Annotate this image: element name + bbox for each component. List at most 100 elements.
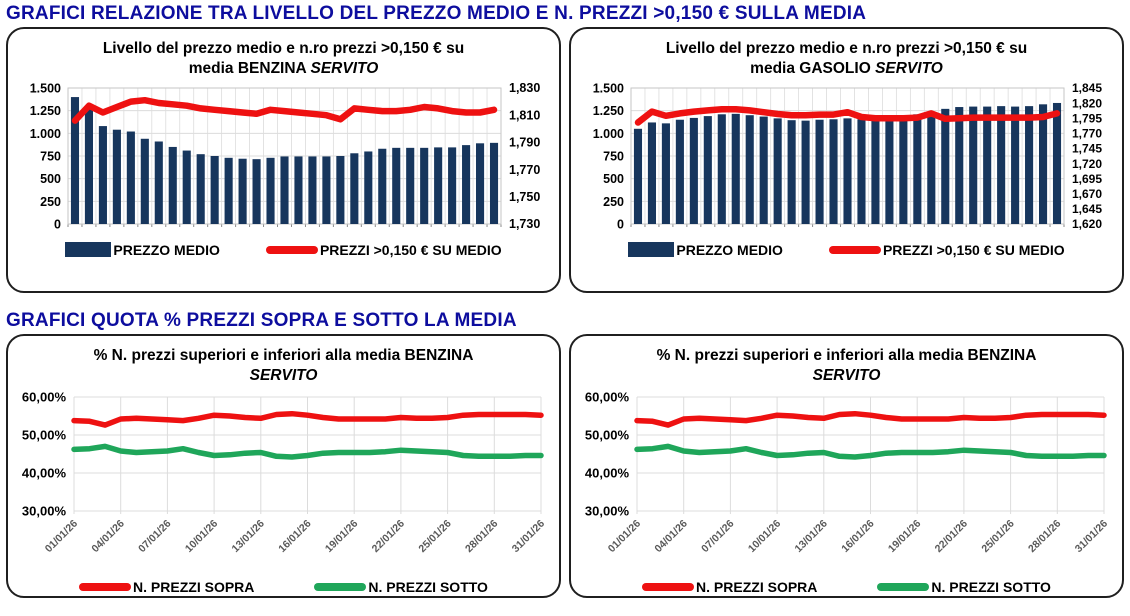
svg-text:1.250: 1.250 xyxy=(593,104,624,118)
svg-text:16/01/26: 16/01/26 xyxy=(276,517,313,554)
top-charts-row: Livello del prezzo medio e n.ro prezzi >… xyxy=(0,27,1130,293)
svg-text:13/01/26: 13/01/26 xyxy=(230,517,267,554)
prezzi-sotto-swatch xyxy=(314,582,367,591)
legend-label: PREZZI >0,150 € SU MEDIO xyxy=(882,241,1065,258)
chart-title-italic: SERVITO xyxy=(249,367,318,385)
svg-text:750: 750 xyxy=(603,149,624,163)
chart-title-line1: Livello del prezzo medio e n.ro prezzi >… xyxy=(102,40,465,57)
svg-text:1,770: 1,770 xyxy=(509,163,540,177)
legend-gasolio-level: PREZZO MEDIO PREZZI >0,150 € SU MEDIO xyxy=(573,238,1120,264)
benzina-servito-level-chart: 1.500 1.250 1.000 750 500 250 0 1,830 1,810 1,790… xyxy=(30,81,541,231)
svg-text:50,00%: 50,00% xyxy=(22,427,67,442)
chart-title-line1: % N. prezzi superiori e inferiori alla m… xyxy=(656,347,1037,364)
svg-text:250: 250 xyxy=(40,195,61,209)
svg-text:60,00%: 60,00% xyxy=(585,389,630,404)
legend-label: N. PREZZI SOPRA xyxy=(133,578,255,595)
svg-text:1.000: 1.000 xyxy=(30,127,61,141)
svg-text:1.500: 1.500 xyxy=(30,81,61,95)
prezzo-medio-swatch xyxy=(65,242,112,258)
svg-text:0: 0 xyxy=(617,217,624,231)
prezzi-sotto-swatch xyxy=(877,582,930,591)
svg-text:40,00%: 40,00% xyxy=(585,465,630,480)
svg-text:13/01/26: 13/01/26 xyxy=(793,517,830,554)
legend-item-prezzi-sotto: N. PREZZI SOTTO xyxy=(314,579,488,595)
quota-left-chart: 01/01/26 04/01/26 07/01/26 10/01/26 13/01/26… xyxy=(22,389,547,555)
svg-text:19/01/26: 19/01/26 xyxy=(886,517,923,554)
svg-text:1,695: 1,695 xyxy=(1072,172,1102,186)
svg-text:1.000: 1.000 xyxy=(593,127,624,141)
svg-text:10/01/26: 10/01/26 xyxy=(183,517,220,554)
prezzi-sopra-swatch xyxy=(79,582,132,591)
svg-text:40,00%: 40,00% xyxy=(22,465,67,480)
svg-text:01/01/26: 01/01/26 xyxy=(606,517,643,554)
svg-text:28/01/26: 28/01/26 xyxy=(1026,517,1063,554)
chart-title-line2: media GASOLIO xyxy=(750,60,876,78)
gasolio-servito-level-chart: 1.500 1.250 1.000 750 500 250 0 1,8451,8201,795… xyxy=(593,81,1103,231)
svg-text:07/01/26: 07/01/26 xyxy=(699,517,736,554)
svg-text:1,790: 1,790 xyxy=(509,136,540,150)
svg-text:04/01/26: 04/01/26 xyxy=(652,517,689,554)
svg-text:1,620: 1,620 xyxy=(1072,217,1102,231)
svg-text:31/01/26: 31/01/26 xyxy=(510,517,547,554)
legend-label: PREZZI >0,150 € SU MEDIO xyxy=(319,241,502,258)
svg-text:1,770: 1,770 xyxy=(1072,126,1102,140)
legend-benzina-level: PREZZO MEDIO PREZZI >0,150 € SU MEDIO xyxy=(10,238,557,264)
svg-text:01/01/26: 01/01/26 xyxy=(43,517,80,554)
svg-text:1,830: 1,830 xyxy=(509,81,540,95)
svg-text:1,750: 1,750 xyxy=(509,190,540,204)
svg-text:31/01/26: 31/01/26 xyxy=(1073,517,1110,554)
prezzi-su-medio-swatch xyxy=(828,245,881,254)
quota-right-chart: 01/01/26 04/01/26 07/01/26 10/01/26 13/01/26… xyxy=(585,389,1110,555)
svg-text:19/01/26: 19/01/26 xyxy=(323,517,360,554)
panel-benzina-servito-quota-left: % N. prezzi superiori e inferiori alla m… xyxy=(6,334,561,598)
svg-text:04/01/26: 04/01/26 xyxy=(89,517,126,554)
svg-text:28/01/26: 28/01/26 xyxy=(463,517,500,554)
section-heading-quota: GRAFICI QUOTA % PREZZI SOPRA E SOTTO LA … xyxy=(6,310,517,331)
legend-item-prezzi-sopra: N. PREZZI SOPRA xyxy=(79,579,254,595)
chart-title-line2: media BENZINA xyxy=(188,60,311,78)
svg-text:1.250: 1.250 xyxy=(30,104,61,118)
panel-benzina-servito-quota-right: % N. prezzi superiori e inferiori alla m… xyxy=(569,334,1124,598)
svg-text:1,720: 1,720 xyxy=(1072,157,1102,171)
legend-item-prezzi-sotto: N. PREZZI SOTTO xyxy=(877,579,1051,595)
legend-item-prezzi-su-medio: PREZZI >0,150 € SU MEDIO xyxy=(265,241,502,258)
svg-text:07/01/26: 07/01/26 xyxy=(136,517,173,554)
svg-text:50,00%: 50,00% xyxy=(585,427,630,442)
chart-title-italic: SERVITO xyxy=(875,60,943,78)
legend-label: PREZZO MEDIO xyxy=(113,241,220,258)
legend-item-prezzi-sopra: N. PREZZI SOPRA xyxy=(642,579,817,595)
legend-label: N. PREZZI SOTTO xyxy=(368,578,488,595)
legend-item-prezzo-medio: PREZZO MEDIO xyxy=(65,242,220,258)
svg-text:1,645: 1,645 xyxy=(1072,202,1102,216)
chart-title-quota-right: % N. prezzi superiori e inferiori alla m… xyxy=(573,342,1120,387)
svg-text:22/01/26: 22/01/26 xyxy=(370,517,407,554)
prezzi-sopra-swatch xyxy=(642,582,695,591)
svg-text:0: 0 xyxy=(54,217,61,231)
svg-text:250: 250 xyxy=(603,195,624,209)
legend-label: N. PREZZI SOTTO xyxy=(931,578,1051,595)
prezzi-su-medio-swatch xyxy=(265,245,318,254)
svg-text:22/01/26: 22/01/26 xyxy=(933,517,970,554)
svg-text:1,810: 1,810 xyxy=(509,108,540,122)
svg-text:60,00%: 60,00% xyxy=(22,389,67,404)
svg-text:500: 500 xyxy=(603,172,624,186)
panel-gasolio-servito-level: Livello del prezzo medio e n.ro prezzi >… xyxy=(569,27,1124,293)
section-heading-relazione: GRAFICI RELAZIONE TRA LIVELLO DEL PREZZO… xyxy=(6,3,867,24)
panel-benzina-servito-level: Livello del prezzo medio e n.ro prezzi >… xyxy=(6,27,561,293)
svg-text:30,00%: 30,00% xyxy=(22,503,67,518)
legend-quota-left: N. PREZZI SOPRA N. PREZZI SOTTO xyxy=(10,575,557,596)
svg-text:500: 500 xyxy=(40,172,61,186)
svg-text:1,670: 1,670 xyxy=(1072,187,1102,201)
svg-text:25/01/26: 25/01/26 xyxy=(979,517,1016,554)
chart-title-gasolio-level: Livello del prezzo medio e n.ro prezzi >… xyxy=(573,35,1120,80)
svg-text:1,820: 1,820 xyxy=(1072,96,1102,110)
legend-item-prezzo-medio: PREZZO MEDIO xyxy=(628,242,783,258)
svg-text:25/01/26: 25/01/26 xyxy=(416,517,453,554)
legend-quota-right: N. PREZZI SOPRA N. PREZZI SOTTO xyxy=(573,575,1120,596)
svg-text:16/01/26: 16/01/26 xyxy=(839,517,876,554)
svg-text:1,795: 1,795 xyxy=(1072,111,1102,125)
legend-label: N. PREZZI SOPRA xyxy=(696,578,818,595)
svg-text:30,00%: 30,00% xyxy=(585,503,630,518)
legend-label: PREZZO MEDIO xyxy=(676,241,783,258)
svg-text:1,745: 1,745 xyxy=(1072,142,1102,156)
